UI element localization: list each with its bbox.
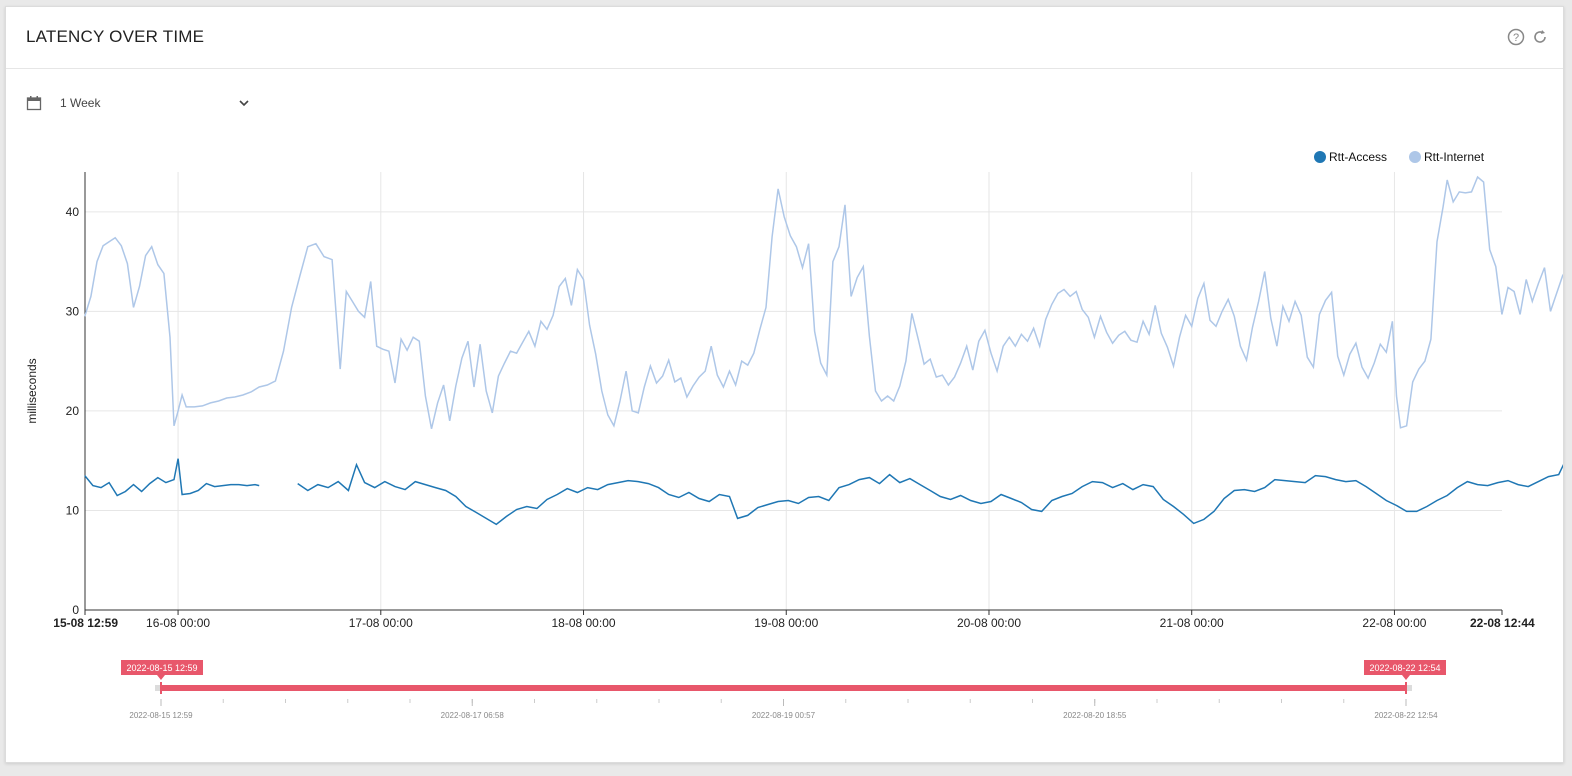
help-icon[interactable]: ? (1507, 28, 1525, 46)
chevron-down-icon[interactable] (238, 97, 250, 109)
y-tick-label: 30 (66, 304, 80, 318)
series-line-rtt-access (297, 462, 1563, 526)
x-tick-label: 20-08 00:00 (957, 616, 1021, 630)
x-tick-label: 16-08 00:00 (146, 616, 210, 630)
range-end-flag-pointer (1402, 675, 1410, 680)
panel-header: LATENCY OVER TIME ? (6, 7, 1563, 69)
range-end-flag (1364, 660, 1446, 675)
range-start-flag-pointer (157, 675, 165, 680)
svg-text:?: ? (1513, 32, 1519, 44)
legend-marker-rtt-internet (1409, 151, 1421, 163)
x-tick-label: 22-08 12:44 (1470, 616, 1535, 630)
range-axis-label: 2022-08-22 12:54 (1374, 711, 1438, 720)
range-axis-label: 2022-08-19 00:57 (752, 711, 816, 720)
series (84, 175, 1563, 526)
time-range-value: 1 Week (60, 96, 101, 110)
range-axis-label: 2022-08-15 12:59 (129, 711, 193, 720)
series-line-rtt-access (84, 458, 260, 497)
x-tick-label: 19-08 00:00 (754, 616, 818, 630)
range-end-label: 2022-08-22 12:54 (1369, 663, 1440, 673)
range-start-flag (121, 660, 203, 675)
range-bar[interactable] (161, 685, 1406, 691)
y-tick-label: 0 (72, 603, 79, 617)
range-axis-label: 2022-08-17 06:58 (441, 711, 505, 720)
refresh-icon[interactable] (1531, 28, 1549, 46)
panel-title: LATENCY OVER TIME (26, 27, 205, 46)
legend-label-rtt-access: Rtt-Access (1329, 150, 1387, 164)
latency-panel: LATENCY OVER TIME ? 1 Week 0 10 20 30 40 15-0… (5, 6, 1564, 763)
grid (85, 172, 1502, 610)
legend: Rtt-Access Rtt-Internet (1314, 150, 1485, 164)
toolbar: 1 Week (26, 95, 250, 111)
calendar-icon[interactable] (26, 95, 42, 111)
series-line-rtt-internet (84, 175, 1563, 429)
range-start-label: 2022-08-15 12:59 (126, 663, 197, 673)
time-range-select[interactable]: 1 Week (60, 96, 250, 110)
x-tick-label: 17-08 00:00 (349, 616, 413, 630)
y-tick-label: 20 (66, 404, 80, 418)
legend-label-rtt-internet: Rtt-Internet (1424, 150, 1485, 164)
range-axis-label: 2022-08-20 18:55 (1063, 711, 1127, 720)
x-tick-label: 18-08 00:00 (551, 616, 615, 630)
latency-chart: 0 10 20 30 40 15-08 12:59 16-08 00:00 17-08 00:… (25, 150, 1563, 720)
y-tick-label: 40 (66, 205, 80, 219)
x-tick-label: 22-08 00:00 (1362, 616, 1426, 630)
y-tick-label: 10 (66, 503, 80, 517)
y-axis-label: milliseconds (25, 358, 39, 423)
axes: 0 10 20 30 40 15-08 12:59 16-08 00:00 17-08 00:… (25, 172, 1535, 630)
range-selector: 2022-08-15 12:59 2022-08-22 12:54 2022-08-… (121, 660, 1446, 720)
x-tick-label: 21-08 00:00 (1160, 616, 1224, 630)
x-tick-label: 15-08 12:59 (53, 616, 118, 630)
legend-marker-rtt-access (1314, 151, 1326, 163)
